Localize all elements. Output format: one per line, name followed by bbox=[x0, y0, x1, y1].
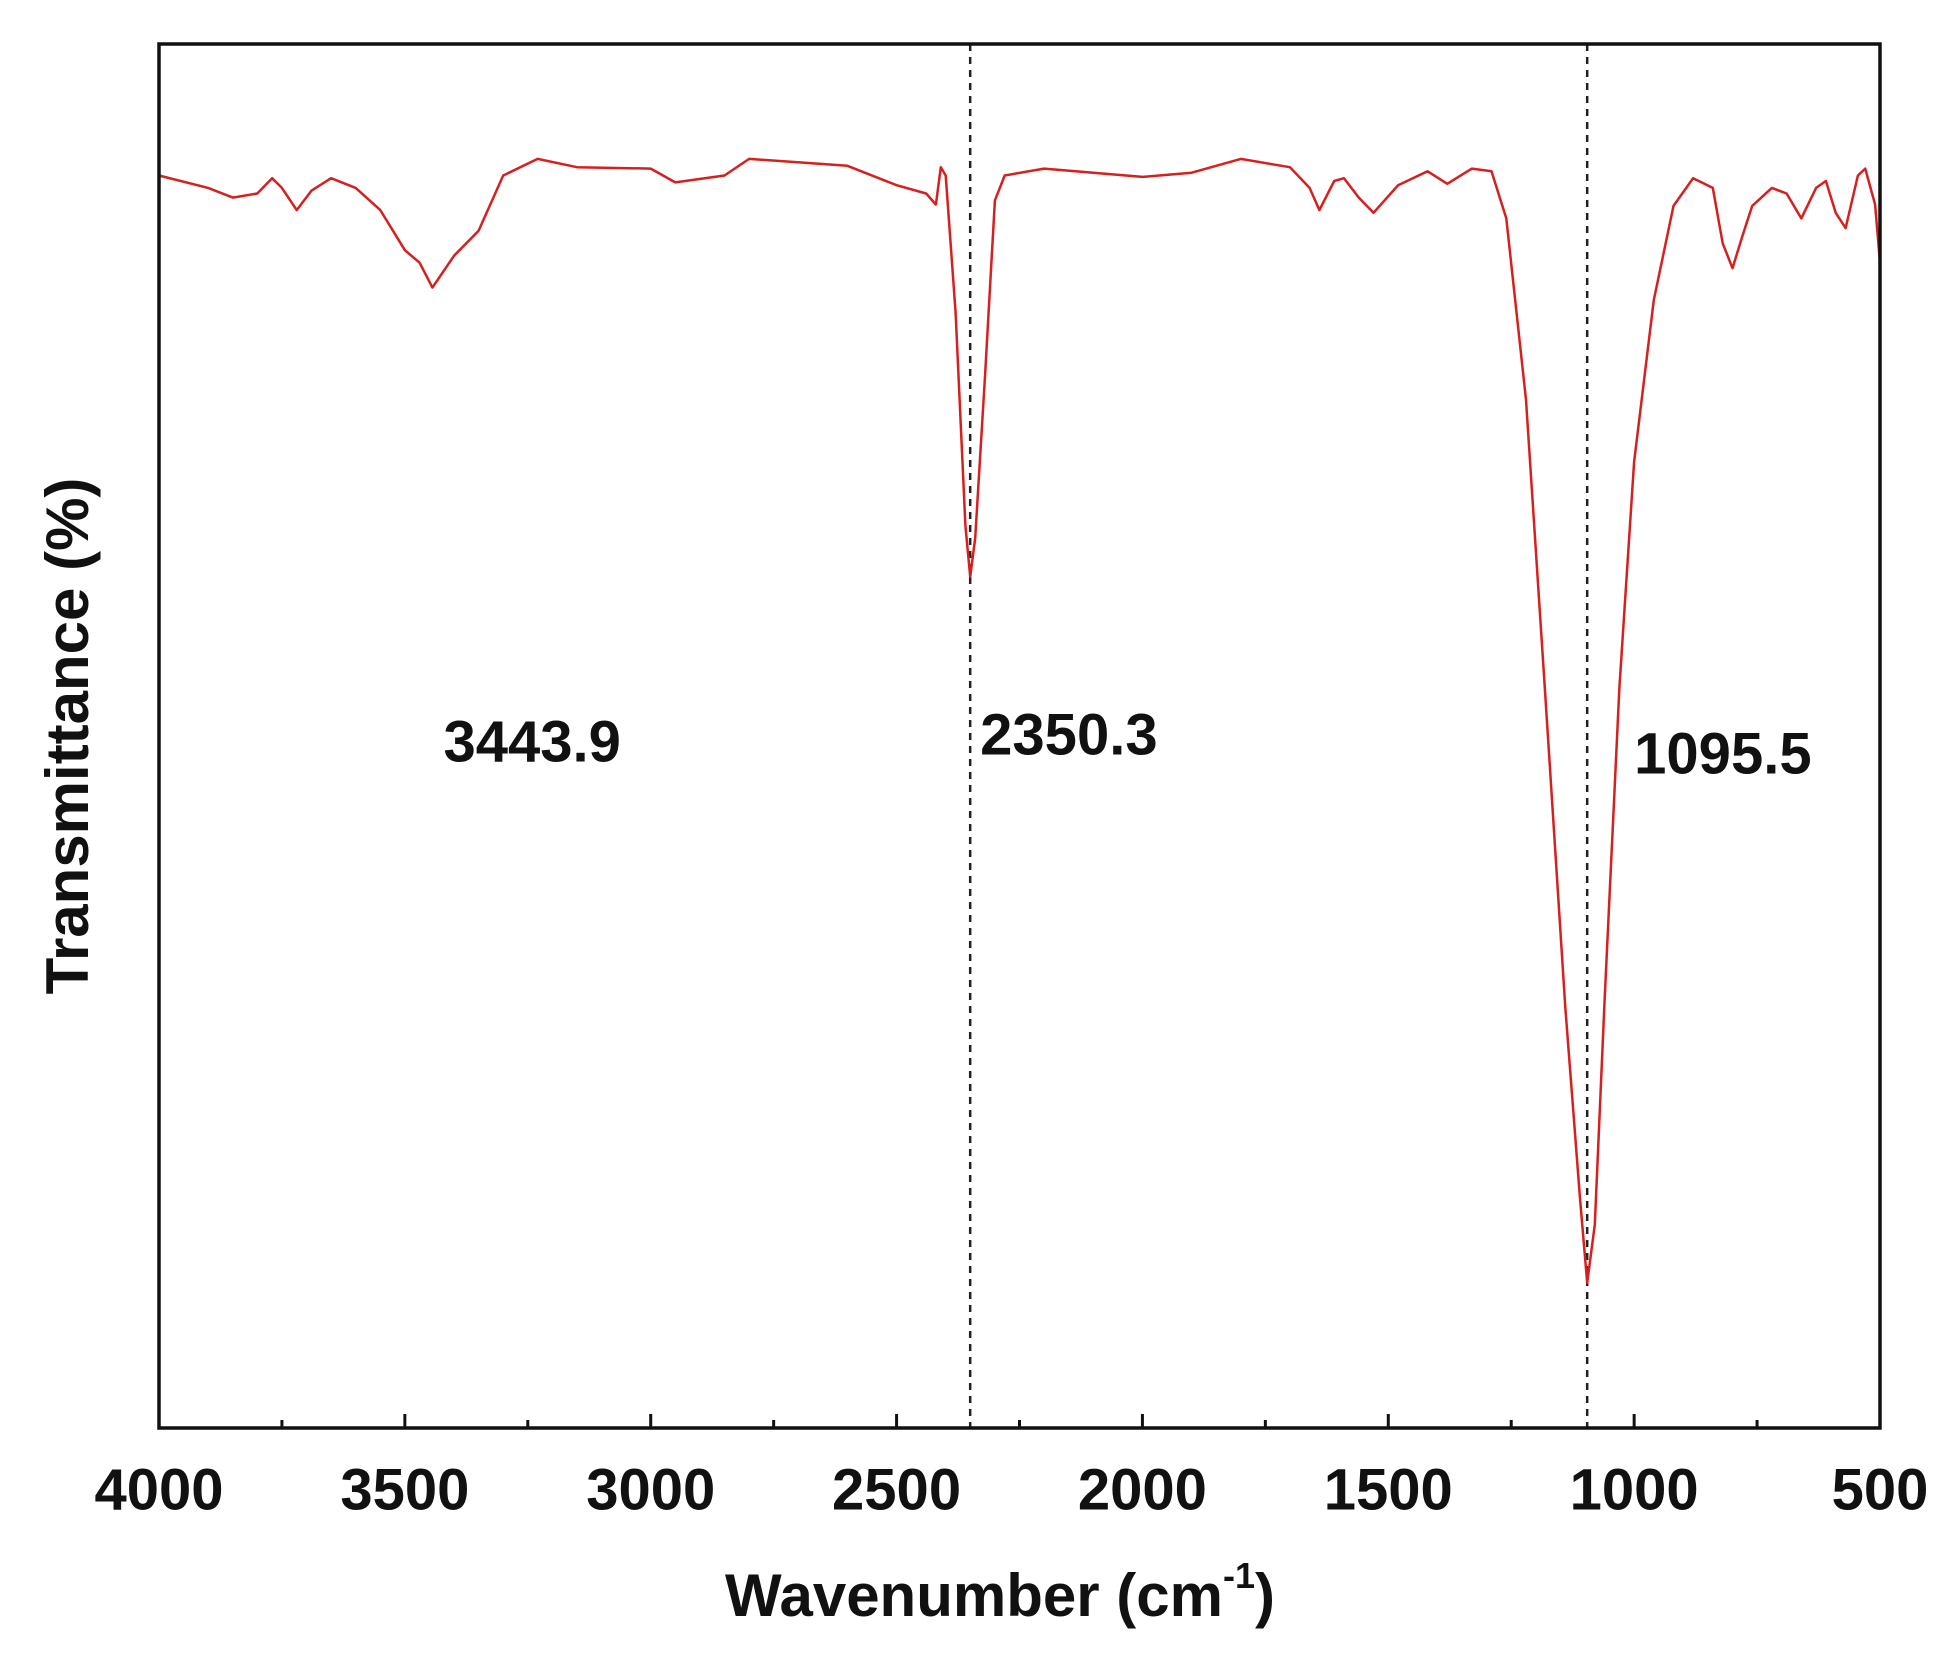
x-axis-title-text: Wavenumber (cm bbox=[725, 1562, 1223, 1629]
x-tick-label: 3500 bbox=[340, 1457, 469, 1522]
peak-label: 3443.9 bbox=[443, 709, 620, 774]
x-tick-label: 1500 bbox=[1324, 1457, 1453, 1522]
x-axis-title-suffix: ) bbox=[1255, 1562, 1275, 1629]
peak-label: 1095.5 bbox=[1634, 721, 1811, 786]
x-tick-label: 2000 bbox=[1078, 1457, 1207, 1522]
peak-label: 2350.3 bbox=[980, 702, 1157, 767]
spectrum-line bbox=[158, 157, 1882, 1284]
x-axis-title-superscript: -1 bbox=[1223, 1555, 1255, 1596]
y-axis-title: Transmittance (%) bbox=[34, 478, 101, 995]
x-tick-label: 2500 bbox=[832, 1457, 961, 1522]
x-tick-label: 500 bbox=[1832, 1457, 1929, 1522]
x-tick-label: 3000 bbox=[586, 1457, 715, 1522]
x-tick-label: 1000 bbox=[1570, 1457, 1699, 1522]
plot-frame bbox=[157, 42, 1882, 1430]
x-tick-label: 4000 bbox=[94, 1457, 223, 1522]
x-axis-title: Wavenumber (cm-1) bbox=[725, 1555, 1275, 1629]
